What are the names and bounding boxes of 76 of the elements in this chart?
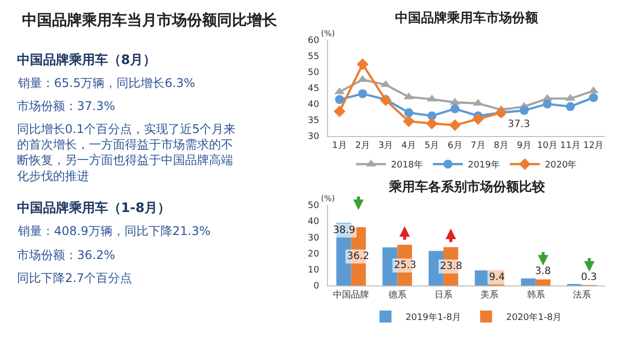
text: 销量：408.9万辆，同比下降21.3% [17,224,210,238]
point [542,99,552,108]
point [356,58,368,70]
data-label: 38.9 [333,225,356,236]
chart-title: 乘用车各系别市场份额比较 [388,179,546,195]
point [450,104,460,114]
y-tick-label: 35 [308,116,320,126]
data-label: 25.3 [394,260,416,271]
text: 市场份额：36.2% [17,248,116,262]
point [588,93,598,102]
point [472,113,484,125]
text: 销量：65.5万辆，同比增长6.3% [17,76,196,90]
text: 同比下降2.7个百分点 [17,271,132,285]
y-axis-title: (%) [321,194,335,203]
x-tick-label: 韩系 [526,289,545,300]
data-label: 9.4 [489,272,505,283]
y-tick-label: 40 [308,217,320,228]
bar [474,270,490,286]
point [426,118,438,130]
y-tick-label: 30 [308,233,320,244]
point [358,89,368,98]
x-tick-label: 日系 [434,289,452,300]
legend-label: 2019年 [468,160,500,171]
legend-label: 2020年1-8月 [506,312,562,324]
point [404,92,414,100]
point [449,119,461,131]
point [404,108,414,118]
x-tick-label: 12月 [583,140,604,151]
point [334,106,346,118]
text: 中国品牌乘用车（1-8月） [17,200,170,216]
text: 市场份额：37.3% [17,99,116,113]
chart-title: 中国品牌乘用车市场份额 [395,10,539,26]
y-tick-label: 20 [308,249,320,260]
x-tick-label: 9月 [516,140,532,151]
y-tick-label: 50 [308,201,320,212]
x-tick-label: 10月 [537,140,558,151]
y-tick-label: 55 [308,52,320,62]
x-tick-label: 5月 [424,140,440,151]
bar [520,278,536,286]
data-label: 23.8 [440,261,462,272]
point [402,115,415,128]
point [520,106,529,115]
x-tick-label: 7月 [470,140,486,151]
x-tick-label: 3月 [378,140,394,151]
x-tick-label: 法系 [572,289,591,300]
y-tick-label: 10 [308,266,320,276]
data-label: 37.3 [508,118,530,130]
legend-label: 2018年 [391,160,423,171]
legend-label: 2020年 [544,160,577,171]
text: 中国品牌乘用车（8月） [17,52,156,68]
x-tick-label: 2月 [355,140,370,151]
legend-label: 2019年1-8月 [406,312,462,324]
y-tick-label: 0 [313,282,320,292]
y-tick-label: 60 [308,36,320,46]
text: 中国品牌乘用车当月市场份额同比增长 [22,11,278,29]
point [335,95,344,104]
point [380,80,391,88]
bar [536,279,551,286]
data-label: 3.8 [535,266,551,277]
y-tick-label: 45 [308,84,320,94]
x-tick-label: 6月 [448,140,462,151]
x-tick-label: 美系 [480,289,499,300]
x-tick-label: 中国品牌 [333,289,370,300]
x-tick-label: 德系 [388,289,406,300]
x-tick-label: 8月 [494,140,508,151]
x-tick-label: 4月 [401,140,416,151]
y-tick-label: 50 [308,68,320,78]
x-tick-label: 11月 [560,140,581,151]
data-label: 0.3 [581,272,597,283]
text: 同比增长0.1个百分点，实现了近5个月来的首次增长，一方面得益于市场需求的不断恢复，另一方面也得益于中国品牌高端化步伐的推进 [17,122,236,183]
y-tick-label: 40 [308,100,320,110]
x-tick-label: 1月 [332,140,347,151]
y-tick-label: 30 [308,132,320,142]
point [566,102,575,112]
y-axis-title: (%) [321,29,335,38]
data-label: 36.2 [347,251,370,262]
